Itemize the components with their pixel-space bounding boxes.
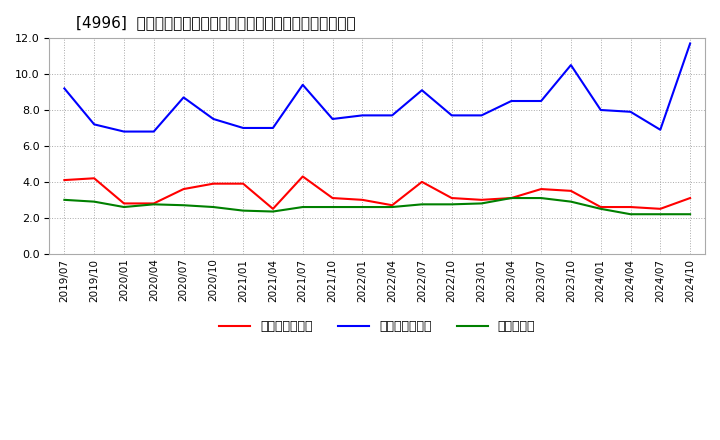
買入債務回転率 (477, 113, 486, 118)
買入債務回転率 (507, 99, 516, 104)
買入債務回転率 (150, 129, 158, 134)
売上債権回転率 (328, 195, 337, 201)
売上債権回転率 (358, 197, 366, 202)
売上債権回転率 (418, 179, 426, 184)
在庫回転率 (209, 205, 217, 210)
売上債権回転率 (567, 188, 575, 194)
買入債務回転率 (685, 41, 694, 46)
在庫回転率 (388, 205, 397, 210)
在庫回転率 (567, 199, 575, 204)
在庫回転率 (418, 202, 426, 207)
買入債務回転率 (269, 125, 277, 131)
Line: 買入債務回転率: 買入債務回転率 (64, 44, 690, 132)
売上債権回転率 (209, 181, 217, 186)
在庫回転率 (626, 212, 635, 217)
在庫回転率 (507, 195, 516, 201)
買入債務回転率 (418, 88, 426, 93)
買入債務回転率 (120, 129, 128, 134)
在庫回転率 (477, 201, 486, 206)
在庫回転率 (60, 197, 68, 202)
在庫回転率 (447, 202, 456, 207)
売上債権回転率 (596, 205, 605, 210)
在庫回転率 (179, 202, 188, 208)
在庫回転率 (90, 199, 99, 204)
売上債権回転率 (60, 177, 68, 183)
在庫回転率 (358, 205, 366, 210)
売上債権回転率 (626, 205, 635, 210)
売上債権回転率 (179, 187, 188, 192)
買入債務回転率 (298, 82, 307, 88)
買入債務回転率 (537, 99, 546, 104)
売上債権回転率 (150, 201, 158, 206)
買入債務回転率 (596, 107, 605, 113)
売上債権回転率 (120, 201, 128, 206)
在庫回転率 (239, 208, 248, 213)
買入債務回転率 (656, 127, 665, 132)
在庫回転率 (328, 205, 337, 210)
売上債権回転率 (90, 176, 99, 181)
売上債権回転率 (239, 181, 248, 186)
買入債務回転率 (209, 116, 217, 121)
売上債権回転率 (298, 174, 307, 179)
在庫回転率 (150, 202, 158, 207)
買入債務回転率 (388, 113, 397, 118)
Text: [4996]  売上債権回転率、買入債務回転率、在庫回転率の推移: [4996] 売上債権回転率、買入債務回転率、在庫回転率の推移 (76, 15, 355, 30)
売上債権回転率 (388, 202, 397, 208)
Line: 売上債権回転率: 売上債権回転率 (64, 176, 690, 209)
売上債権回転率 (269, 206, 277, 212)
売上債権回転率 (656, 206, 665, 212)
在庫回転率 (537, 195, 546, 201)
買入債務回転率 (179, 95, 188, 100)
在庫回転率 (120, 205, 128, 210)
売上債権回転率 (507, 195, 516, 201)
在庫回転率 (656, 212, 665, 217)
買入債務回転率 (447, 113, 456, 118)
買入債務回転率 (90, 122, 99, 127)
Line: 在庫回転率: 在庫回転率 (64, 198, 690, 214)
在庫回転率 (685, 212, 694, 217)
在庫回転率 (298, 205, 307, 210)
売上債権回転率 (477, 197, 486, 202)
Legend: 売上債権回転率, 買入債務回転率, 在庫回転率: 売上債権回転率, 買入債務回転率, 在庫回転率 (214, 315, 541, 338)
買入債務回転率 (567, 62, 575, 68)
買入債務回転率 (328, 116, 337, 121)
在庫回転率 (269, 209, 277, 214)
買入債務回転率 (358, 113, 366, 118)
買入債務回転率 (626, 109, 635, 114)
買入債務回転率 (60, 86, 68, 91)
売上債権回転率 (537, 187, 546, 192)
在庫回転率 (596, 206, 605, 212)
売上債権回転率 (685, 195, 694, 201)
買入債務回転率 (239, 125, 248, 131)
売上債権回転率 (447, 195, 456, 201)
